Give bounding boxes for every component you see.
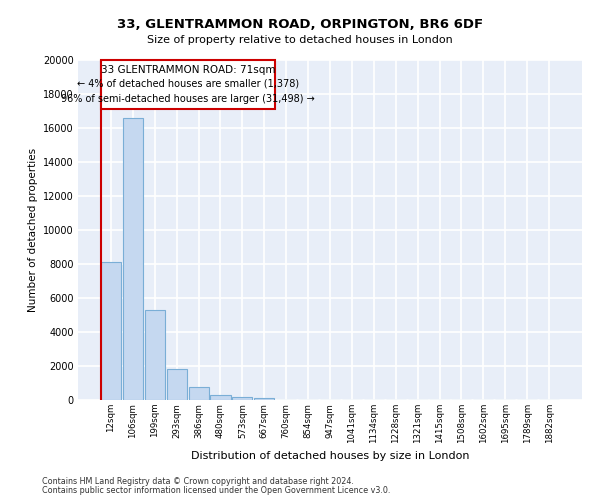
Bar bbox=[101, 262, 121, 400]
Y-axis label: Number of detached properties: Number of detached properties bbox=[28, 148, 38, 312]
Bar bbox=[254, 398, 274, 400]
Bar bbox=[211, 395, 230, 400]
Text: Contains public sector information licensed under the Open Government Licence v3: Contains public sector information licen… bbox=[42, 486, 391, 495]
Bar bbox=[145, 310, 165, 400]
Text: 96% of semi-detached houses are larger (31,498) →: 96% of semi-detached houses are larger (… bbox=[61, 94, 315, 104]
Text: Size of property relative to detached houses in London: Size of property relative to detached ho… bbox=[147, 35, 453, 45]
Text: ← 4% of detached houses are smaller (1,378): ← 4% of detached houses are smaller (1,3… bbox=[77, 79, 299, 89]
X-axis label: Distribution of detached houses by size in London: Distribution of detached houses by size … bbox=[191, 452, 469, 462]
Bar bbox=[232, 396, 253, 400]
FancyBboxPatch shape bbox=[101, 60, 275, 110]
Text: 33, GLENTRAMMON ROAD, ORPINGTON, BR6 6DF: 33, GLENTRAMMON ROAD, ORPINGTON, BR6 6DF bbox=[117, 18, 483, 30]
Bar bbox=[123, 118, 143, 400]
Text: Contains HM Land Registry data © Crown copyright and database right 2024.: Contains HM Land Registry data © Crown c… bbox=[42, 477, 354, 486]
Bar bbox=[167, 370, 187, 400]
Bar bbox=[188, 387, 209, 400]
Text: 33 GLENTRAMMON ROAD: 71sqm: 33 GLENTRAMMON ROAD: 71sqm bbox=[101, 65, 275, 75]
